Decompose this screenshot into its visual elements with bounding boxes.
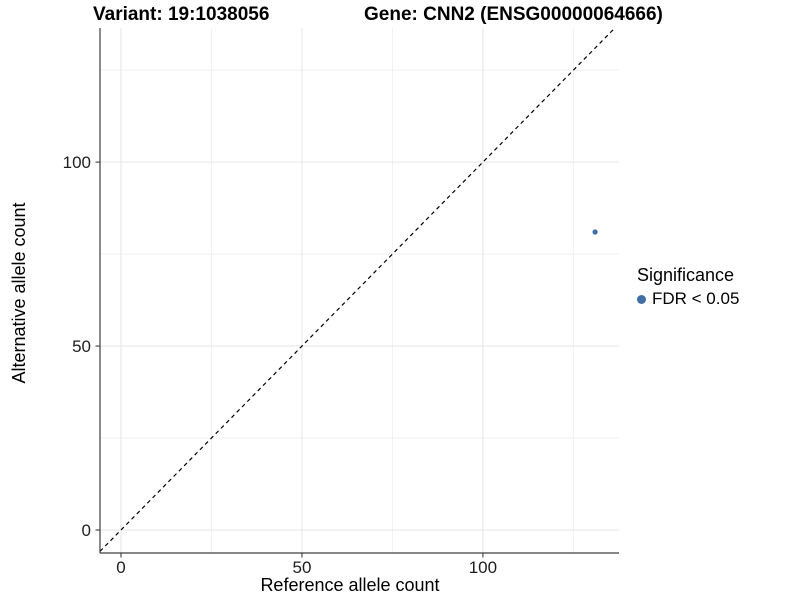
legend-item: FDR < 0.05 — [637, 289, 739, 309]
x-axis-title: Reference allele count — [260, 575, 440, 595]
legend: Significance FDR < 0.05 — [637, 265, 739, 309]
identity-line — [99, 27, 616, 552]
x-tick-label: 50 — [292, 558, 311, 577]
y-tick-label: 100 — [63, 153, 91, 172]
y-tick-label: 50 — [72, 337, 91, 356]
y-axis-title: Alternative allele count — [9, 202, 29, 384]
x-tick-label: 100 — [469, 558, 497, 577]
legend-item-label: FDR < 0.05 — [652, 289, 740, 308]
legend-title: Significance — [637, 265, 735, 285]
y-tick-label: 0 — [82, 521, 91, 540]
x-tick-label: 0 — [116, 558, 125, 577]
legend-point-icon — [637, 294, 646, 304]
data-point — [592, 229, 598, 235]
plot-title-gene: Gene: CNN2 (ENSG00000064666) — [364, 4, 663, 25]
plot-title-variant: Variant: 19:1038056 — [93, 4, 270, 25]
